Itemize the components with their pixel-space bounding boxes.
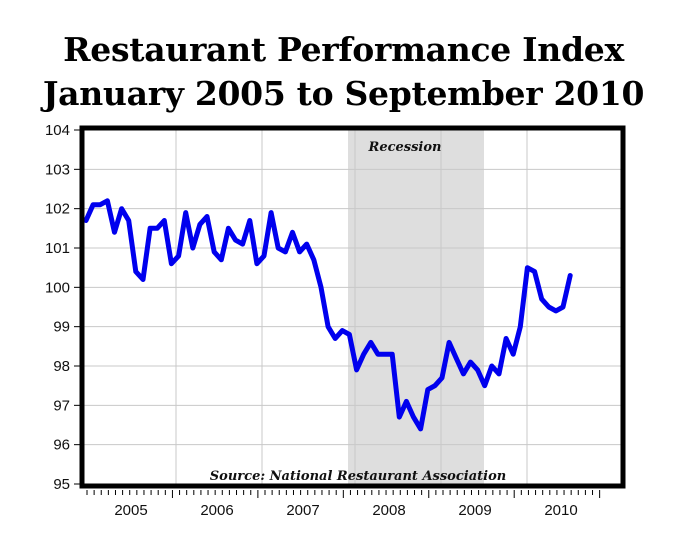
x-tick-label: 2009 (458, 502, 491, 519)
chart-title-line-1: Restaurant Performance Index (63, 30, 624, 69)
y-axis: 95 96 97 98 99 100 101 102 103 104 (45, 122, 80, 493)
y-tick-label: 97 (53, 397, 70, 414)
y-tick-label: 95 (53, 476, 70, 493)
data-line (83, 198, 573, 432)
x-axis: 2005 2006 2007 2008 2009 2010 (86, 490, 601, 519)
y-tick-label: 100 (45, 279, 70, 296)
chart-title-line-2: January 2005 to September 2010 (42, 74, 645, 113)
y-tick-label: 96 (53, 437, 70, 454)
recession-shading (348, 130, 484, 484)
x-tick-label: 2005 (114, 502, 147, 519)
x-tick-label: 2008 (372, 502, 405, 519)
y-tick-label: 104 (45, 122, 70, 139)
plot-frame (79, 125, 626, 489)
recession-label: Recession (368, 140, 442, 155)
y-tick-label: 103 (45, 161, 70, 178)
y-tick-label: 98 (53, 358, 70, 375)
x-tick-label: 2010 (544, 502, 577, 519)
y-tick-label: 99 (53, 319, 70, 336)
y-tick-label: 102 (45, 201, 70, 218)
x-tick-label: 2007 (286, 502, 319, 519)
gridlines (84, 130, 621, 484)
x-tick-label: 2006 (200, 502, 233, 519)
y-tick-label: 101 (45, 240, 70, 257)
source-label: Source: National Restaurant Association (210, 469, 506, 484)
